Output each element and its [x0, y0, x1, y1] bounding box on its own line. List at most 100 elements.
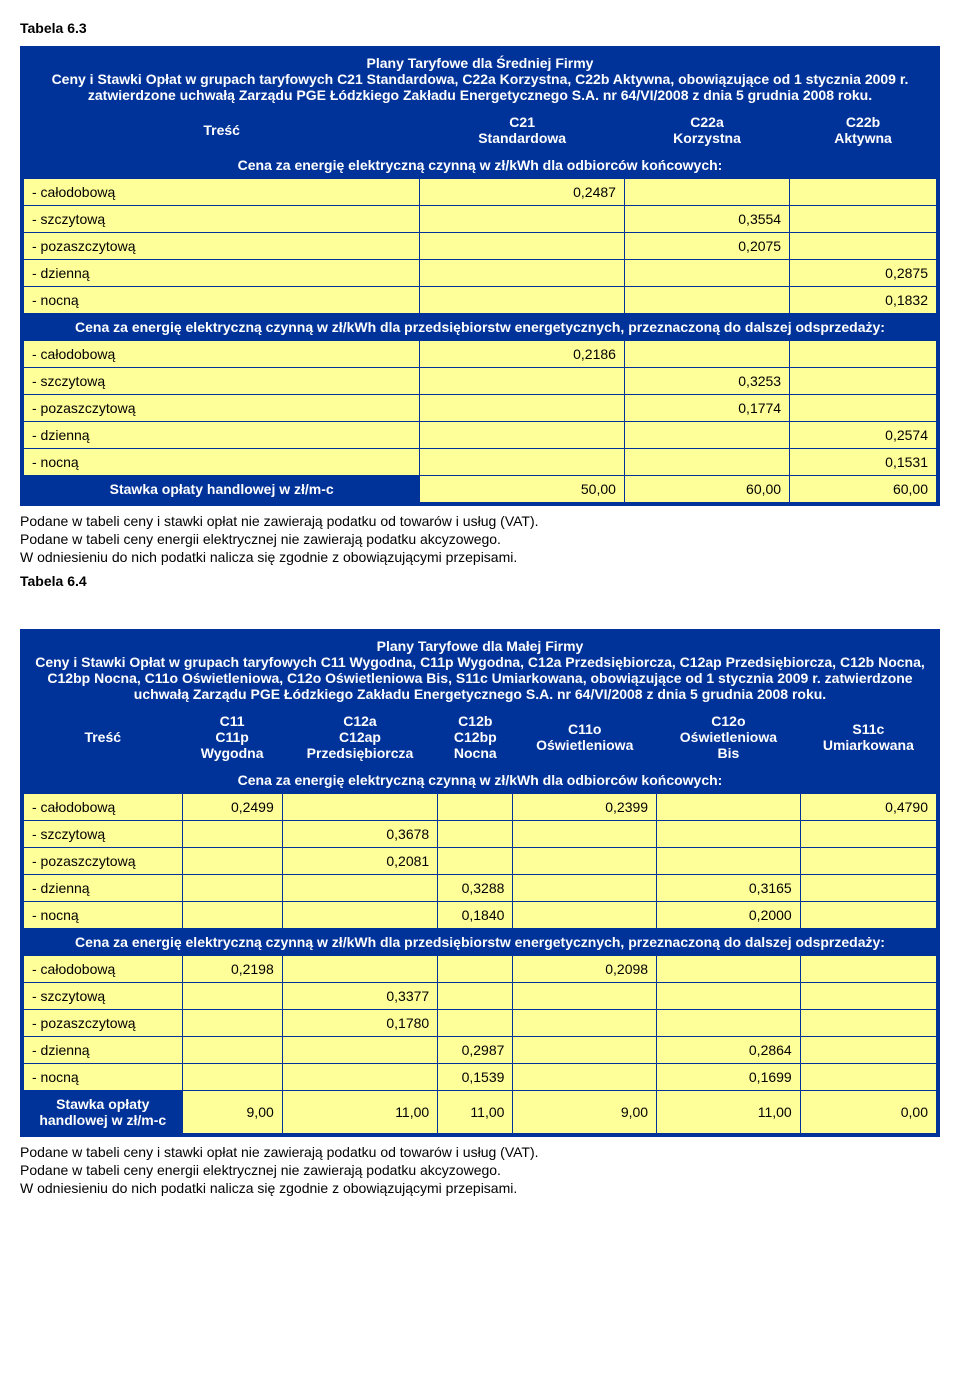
row-label: - pozaszczytową [22, 233, 420, 260]
cell: 0,2198 [182, 955, 282, 982]
col-c12b: C12b C12bp Nocna [438, 707, 513, 766]
cell [282, 1063, 437, 1090]
cell [513, 982, 657, 1009]
section-header-1: Cena za energię elektryczną czynną w zł/… [22, 152, 938, 179]
row-label: - całodobową [22, 793, 182, 820]
cell: 0,2987 [438, 1036, 513, 1063]
cell [438, 982, 513, 1009]
cell [282, 1036, 437, 1063]
cell: 0,3554 [624, 206, 789, 233]
cell: 11,00 [657, 1090, 801, 1135]
row-label: - nocną [22, 287, 420, 314]
tresc-header: Treść [22, 109, 420, 152]
tariff-table-63: Plany Taryfowe dla Średniej Firmy Ceny i… [20, 46, 940, 506]
row-label: - całodobową [22, 341, 420, 368]
cell [182, 1036, 282, 1063]
cell: 11,00 [438, 1090, 513, 1135]
cell [624, 287, 789, 314]
cell [790, 206, 938, 233]
cell: 0,1531 [790, 449, 938, 476]
cell: 0,2075 [624, 233, 789, 260]
cell: 60,00 [624, 476, 789, 505]
cell [438, 1009, 513, 1036]
col-s11c: S11c Umiarkowana [800, 707, 938, 766]
row-label: - pozaszczytową [22, 1009, 182, 1036]
cell: 11,00 [282, 1090, 437, 1135]
cell [657, 982, 801, 1009]
cell: 0,1699 [657, 1063, 801, 1090]
cell [438, 820, 513, 847]
stawka-label-2: Stawka opłaty handlowej w zł/m-c [22, 1090, 182, 1135]
col-c22b: C22b Aktywna [790, 109, 938, 152]
cell [657, 820, 801, 847]
cell [513, 1063, 657, 1090]
cell [182, 820, 282, 847]
row-label: - nocną [22, 449, 420, 476]
section-header-1b: Cena za energię elektryczną czynną w zł/… [22, 766, 938, 793]
cell: 0,2081 [282, 847, 437, 874]
row-label: - dzienną [22, 260, 420, 287]
cell [800, 1063, 938, 1090]
cell [513, 901, 657, 928]
col-c12o: C12o Oświetleniowa Bis [657, 707, 801, 766]
cell: 0,1840 [438, 901, 513, 928]
cell: 0,3288 [438, 874, 513, 901]
col-c11: C11 C11p Wygodna [182, 707, 282, 766]
cell: 0,2875 [790, 260, 938, 287]
cell [800, 1036, 938, 1063]
col-c11o: C11o Oświetleniowa [513, 707, 657, 766]
row-label: - dzienną [22, 422, 420, 449]
cell [800, 874, 938, 901]
cell: 0,2000 [657, 901, 801, 928]
table-63-title: Plany Taryfowe dla Średniej Firmy Ceny i… [22, 48, 938, 109]
cell: 50,00 [420, 476, 625, 505]
cell: 9,00 [513, 1090, 657, 1135]
cell: 0,3678 [282, 820, 437, 847]
cell [800, 901, 938, 928]
cell: 0,2399 [513, 793, 657, 820]
cell [790, 395, 938, 422]
row-label: - nocną [22, 901, 182, 928]
cell [624, 422, 789, 449]
col-c12a: C12a C12ap Przedsiębiorcza [282, 707, 437, 766]
cell: 0,3165 [657, 874, 801, 901]
cell [438, 793, 513, 820]
row-label: - pozaszczytową [22, 847, 182, 874]
row-label: - nocną [22, 1063, 182, 1090]
row-label: - szczytową [22, 368, 420, 395]
cell [657, 847, 801, 874]
cell [438, 955, 513, 982]
cell: 0,2487 [420, 179, 625, 206]
cell [800, 820, 938, 847]
cell: 0,1780 [282, 1009, 437, 1036]
notes-64: Podane w tabeli ceny i stawki opłat nie … [20, 1143, 940, 1198]
tresc-header: Treść [22, 707, 182, 766]
cell [624, 260, 789, 287]
row-label: - szczytową [22, 982, 182, 1009]
cell [420, 422, 625, 449]
cell: 0,2499 [182, 793, 282, 820]
cell [513, 847, 657, 874]
cell [657, 955, 801, 982]
cell [182, 982, 282, 1009]
cell [282, 901, 437, 928]
stawka-label: Stawka opłaty handlowej w zł/m-c [22, 476, 420, 505]
cell: 0,1539 [438, 1063, 513, 1090]
cell [182, 1063, 282, 1090]
section-header-2b: Cena za energię elektryczną czynną w zł/… [22, 928, 938, 955]
row-label: - szczytową [22, 820, 182, 847]
row-label: - całodobową [22, 179, 420, 206]
cell [800, 982, 938, 1009]
cell: 0,2864 [657, 1036, 801, 1063]
cell: 9,00 [182, 1090, 282, 1135]
row-label: - dzienną [22, 874, 182, 901]
cell [182, 1009, 282, 1036]
cell [790, 233, 938, 260]
cell [182, 847, 282, 874]
col-c21: C21 Standardowa [420, 109, 625, 152]
cell: 0,2098 [513, 955, 657, 982]
cell [624, 449, 789, 476]
cell: 60,00 [790, 476, 938, 505]
cell [282, 793, 437, 820]
row-label: - całodobową [22, 955, 182, 982]
